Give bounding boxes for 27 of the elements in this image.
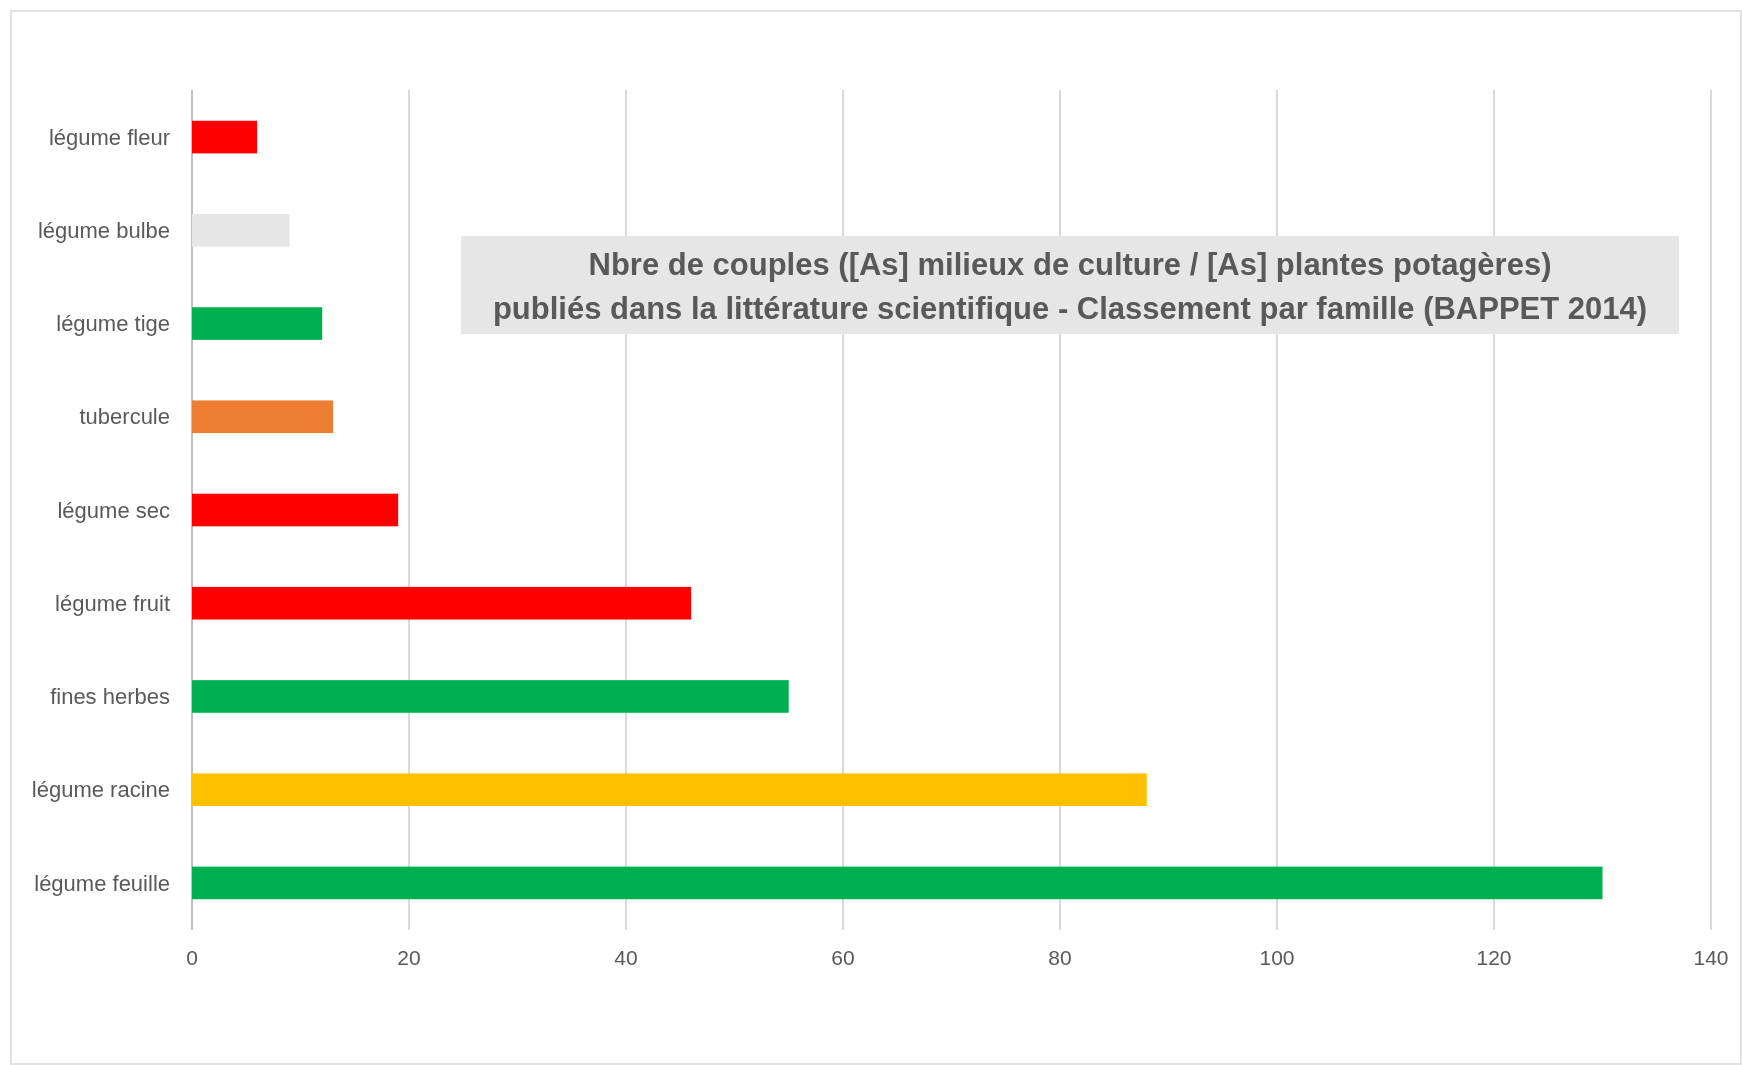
x-tick-label: 20	[397, 946, 421, 969]
y-tick-label: légume bulbe	[37, 218, 170, 244]
x-tick-label: 120	[1476, 946, 1512, 969]
y-tick-label: tubercule	[79, 404, 170, 430]
bar	[192, 680, 789, 713]
bar	[192, 773, 1147, 806]
bar	[192, 400, 334, 434]
x-tick-label: 80	[1048, 946, 1072, 969]
bar	[192, 493, 399, 527]
bar	[192, 586, 692, 620]
y-tick-label: légume feuille	[34, 870, 170, 896]
x-tick-label: 0	[186, 946, 198, 969]
x-tick-label: 100	[1259, 946, 1295, 969]
y-tick-label: légume tige	[56, 311, 170, 337]
bar	[192, 866, 1603, 900]
bar	[192, 214, 290, 247]
y-tick-label: légume fruit	[55, 590, 170, 616]
x-tick-label: 40	[614, 946, 638, 969]
y-tick-label: fines herbes	[50, 684, 170, 710]
x-tick-label: 140	[1693, 946, 1729, 969]
y-tick-label: légume racine	[31, 777, 170, 803]
text: Nbre de couples ([As] milieux de culture / [As] plantes potagères) publiés dans la littérature scientifique - Classement par famille (BAPPET 2014)	[492, 247, 1648, 326]
bar	[192, 307, 323, 340]
y-tick-label: légume sec	[57, 497, 170, 523]
bar	[192, 120, 258, 154]
y-tick-label: légume fleur	[48, 124, 170, 150]
x-tick-label: 60	[831, 946, 855, 969]
